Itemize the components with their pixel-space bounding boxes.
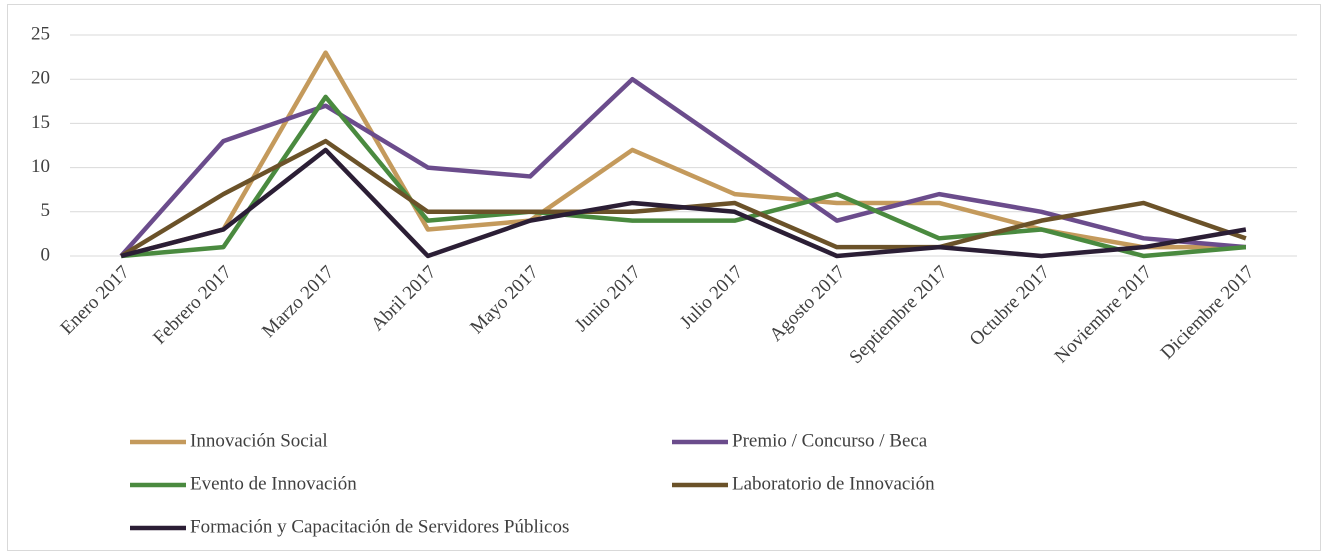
series-line	[120, 147, 1247, 259]
legend-label: Formación y Capacitación de Servidores P…	[190, 516, 569, 537]
y-tick-label: 0	[41, 244, 51, 265]
legend-label: Evento de Innovación	[190, 473, 357, 494]
y-tick-label: 10	[31, 156, 50, 177]
series-line	[120, 94, 1247, 259]
y-tick-label: 15	[31, 112, 50, 133]
y-tick-label: 25	[31, 23, 50, 44]
legend-label: Innovación Social	[190, 430, 328, 451]
legend-label: Laboratorio de Innovación	[732, 473, 935, 494]
legend-label: Premio / Concurso / Beca	[732, 430, 928, 451]
y-tick-label: 5	[41, 200, 51, 221]
y-tick-label: 20	[31, 68, 50, 89]
chart-border	[7, 4, 1321, 551]
